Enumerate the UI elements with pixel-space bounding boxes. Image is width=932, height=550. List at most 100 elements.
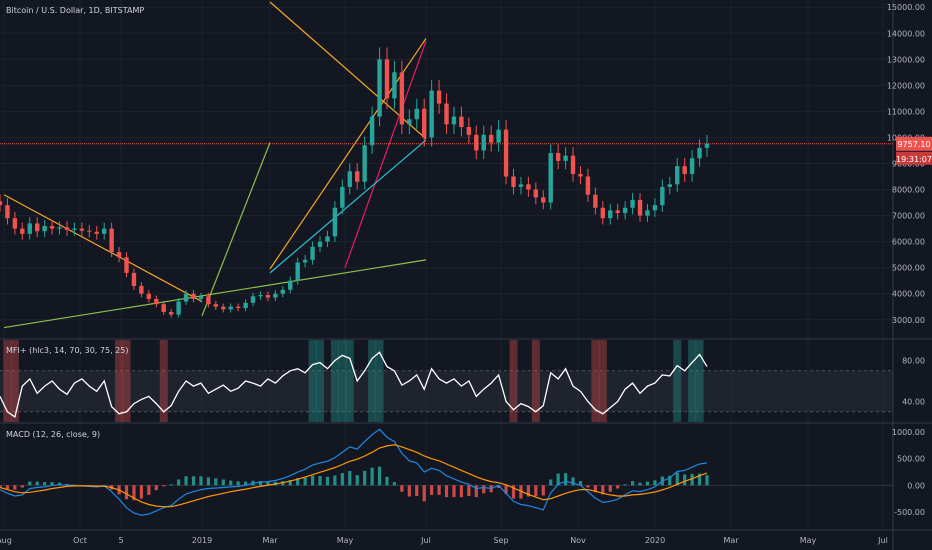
- price-tick-label: 14000.00: [887, 29, 925, 38]
- macd-histogram-bar: [444, 485, 449, 498]
- macd-histogram-bar: [355, 475, 359, 486]
- mfi-oversold-zone: [598, 340, 607, 422]
- macd-histogram-bar: [184, 476, 188, 486]
- macd-histogram-bar: [668, 475, 672, 486]
- macd-histogram-bar: [459, 485, 464, 498]
- candle-body: [228, 306, 233, 310]
- candle-body: [451, 116, 457, 125]
- mfi-oversold-zone: [115, 340, 124, 422]
- candle-body: [325, 236, 330, 242]
- candle-body: [645, 210, 650, 216]
- macd-histogram-bar: [363, 470, 367, 486]
- last-price-tag: [896, 136, 932, 151]
- macd-histogram-bar: [467, 485, 471, 496]
- time-axis[interactable]: Aug Oct 5 2019 Mar May Jul Sep Nov 2020 Mar May Jul: [0, 536, 888, 545]
- time-tick-label: Nov: [570, 536, 586, 545]
- macd-histogram-bar: [139, 485, 143, 499]
- macd-histogram-bar: [586, 485, 590, 488]
- macd-histogram-bar: [5, 485, 10, 490]
- macd-histogram-bar: [258, 481, 263, 486]
- macd-histogram-bar: [608, 485, 612, 492]
- candle-body: [444, 103, 449, 125]
- candle-body: [72, 228, 77, 230]
- candle-body: [392, 72, 397, 99]
- macd-histogram-bar: [556, 473, 560, 486]
- trendline-drawings: [0, 1, 893, 329]
- candle-body: [20, 228, 25, 234]
- candle-body: [615, 210, 620, 213]
- macd-histogram-bar: [564, 473, 568, 486]
- candle-body: [109, 228, 114, 253]
- mfi-oversold-zone: [591, 340, 600, 422]
- mfi-overbought-zone: [338, 340, 347, 422]
- candle-body: [154, 298, 159, 305]
- macd-histogram-bar: [229, 480, 233, 486]
- mfi-band: [0, 370, 893, 412]
- mfi-overbought-zone: [330, 340, 339, 422]
- macd-histogram-bar: [236, 481, 240, 486]
- macd-histogram-bar: [623, 484, 627, 486]
- macd-histogram-bar: [407, 485, 411, 497]
- mfi-overbought-zone: [688, 340, 697, 422]
- macd-tick-label: 500.00: [897, 455, 925, 464]
- macd-label: MACD (12, 26, close, 9): [6, 430, 101, 439]
- candle-body: [5, 205, 10, 219]
- mfi-indicator: [0, 340, 893, 422]
- candle-body: [533, 189, 539, 198]
- mfi-overbought-zone: [308, 340, 317, 422]
- macd-histogram-bar: [452, 485, 456, 498]
- candle-body: [399, 72, 405, 125]
- candle-body: [362, 145, 367, 182]
- candle-body: [295, 262, 300, 281]
- candle-body: [347, 171, 352, 187]
- candle-body: [585, 176, 591, 195]
- candle-body: [191, 293, 196, 299]
- macd-histogram-bar: [206, 477, 210, 486]
- macd-histogram-bar: [504, 485, 508, 494]
- mfi-overbought-zone: [345, 340, 354, 422]
- candle-body: [49, 226, 55, 229]
- candle-body: [652, 205, 658, 211]
- time-tick-label: Jul: [877, 536, 888, 545]
- price-tick-label: 7000.00: [892, 212, 925, 221]
- macd-histogram-bar: [377, 466, 382, 486]
- candle-body: [660, 186, 665, 206]
- candle-body: [459, 116, 464, 128]
- macd-histogram-bar: [400, 485, 404, 492]
- candle-body: [146, 293, 152, 299]
- candle-body: [64, 227, 70, 230]
- macd-histogram-bar: [296, 478, 300, 486]
- macd-tick-label: 0.00: [907, 481, 925, 490]
- mfi-oversold-zone: [509, 340, 518, 422]
- macd-histogram-bar: [705, 475, 709, 486]
- macd-histogram-bar: [497, 485, 501, 488]
- macd-histogram-bar: [392, 482, 397, 486]
- macd-histogram-bar: [50, 482, 54, 486]
- time-tick-label: May: [800, 536, 817, 545]
- macd-histogram-bar: [653, 480, 657, 486]
- candle-body: [503, 129, 509, 177]
- macd-histogram-bar: [482, 485, 486, 494]
- mfi-overbought-zone: [316, 340, 325, 422]
- macd-histogram-bar: [474, 485, 478, 498]
- candle-body: [578, 173, 583, 177]
- candle-body: [518, 184, 524, 187]
- mfi-overbought-zone: [375, 340, 384, 422]
- mfi-oversold-zone: [10, 340, 19, 422]
- mfi-tick-label: 80.00: [902, 357, 925, 366]
- candle-body: [198, 296, 204, 299]
- mfi-overbought-zone: [695, 340, 704, 422]
- candle-body: [689, 158, 695, 174]
- macd-tick-label: -500.00: [894, 508, 925, 517]
- macd-histogram-bar: [147, 485, 151, 495]
- time-tick-label: Mar: [262, 536, 278, 545]
- time-tick-label: 2020: [645, 536, 665, 545]
- candle-body: [422, 108, 427, 138]
- green-trendline: [201, 142, 271, 317]
- time-tick-label: 5: [118, 536, 123, 545]
- candle-body: [622, 207, 628, 213]
- macd-histogram-bar: [571, 477, 575, 486]
- candle-body: [317, 241, 323, 247]
- candle-body: [116, 252, 122, 258]
